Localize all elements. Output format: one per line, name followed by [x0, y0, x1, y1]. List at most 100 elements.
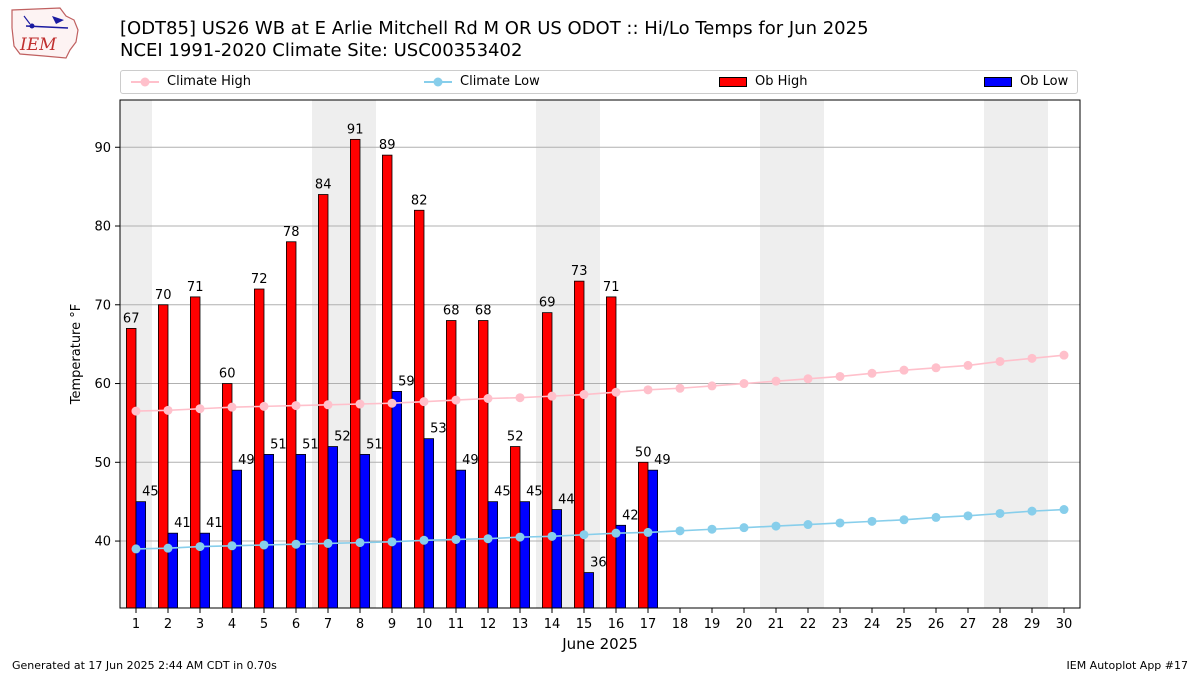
x-tick-label-23: 23 [832, 617, 849, 632]
iem-logo: IEM [11, 7, 79, 59]
climate-low-point-day-21 [771, 521, 781, 531]
ob-high-label-day-15: 73 [571, 264, 588, 279]
ob-low-label-day-11: 49 [462, 453, 479, 468]
climate-high-point-day-30 [1059, 350, 1069, 360]
climate-high-line [135, 354, 1065, 412]
climate-low-point-day-20 [739, 523, 749, 533]
ob-low-label-day-8: 51 [366, 437, 383, 452]
x-tick-label-25: 25 [896, 617, 913, 632]
climate-high-point-day-26 [931, 363, 941, 373]
ob-low-label-day-6: 51 [302, 437, 319, 452]
climate-high-swatch [131, 77, 159, 86]
ob-high-label-day-3: 71 [187, 280, 204, 295]
ob-high-bar-day-16 [606, 296, 617, 608]
footer-app-id: IEM Autoplot App #17 [1066, 659, 1189, 672]
y-tick-label-80: 80 [94, 220, 111, 235]
x-tick-label-4: 4 [228, 617, 236, 632]
ob-high-bar-day-9 [381, 154, 393, 608]
ob-high-label-day-9: 89 [379, 138, 396, 153]
ob-high-label-day-10: 82 [411, 193, 428, 208]
ob-high-bar-day-4 [221, 383, 233, 608]
climate-low-point-day-16 [611, 528, 621, 538]
ob-low-bar-day-16 [615, 524, 627, 608]
climate-high-point-day-2 [163, 405, 173, 415]
ob-low-bar-day-8 [359, 454, 371, 608]
x-tick-label-3: 3 [196, 617, 204, 632]
ob-low-label-day-12: 45 [494, 485, 511, 500]
chart-title: [ODT85] US26 WB at E Arlie Mitchell Rd M… [120, 18, 869, 62]
ob-high-label-day-5: 72 [251, 272, 268, 287]
legend: Climate High Climate Low Ob High Ob Low [120, 70, 1078, 94]
ob-high-bar-day-15 [574, 280, 585, 608]
climate-high-point-day-3 [195, 404, 205, 414]
climate-high-point-day-8 [355, 399, 365, 409]
ob-high-bar-day-5 [253, 288, 265, 608]
x-tick-label-9: 9 [388, 617, 396, 632]
x-tick-label-11: 11 [448, 617, 465, 632]
climate-low-point-day-25 [899, 515, 909, 525]
ob-low-bar-day-6 [295, 454, 307, 608]
climate-high-point-day-28 [995, 356, 1005, 366]
climate-high-point-day-22 [803, 374, 813, 384]
climate-high-point-day-5 [259, 401, 269, 411]
ob-high-label-day-7: 84 [315, 178, 332, 193]
climate-low-point-day-28 [995, 508, 1005, 518]
ob-high-label-day-14: 69 [539, 296, 556, 311]
climate-high-point-day-23 [835, 371, 845, 381]
climate-low-point-day-18 [675, 526, 685, 536]
ob-low-label-day-13: 45 [526, 485, 543, 500]
climate-high-point-day-29 [1027, 353, 1037, 363]
ob-low-label-day-9: 59 [398, 374, 415, 389]
x-tick-label-29: 29 [1024, 617, 1041, 632]
ob-low-bar-day-1 [135, 501, 147, 608]
ob-high-label-day-1: 67 [123, 311, 140, 326]
climate-high-point-day-1 [131, 406, 141, 416]
climate-low-point-day-27 [963, 511, 973, 521]
ob-low-bar-day-5 [263, 454, 275, 608]
climate-high-point-day-9 [387, 398, 397, 408]
climate-low-point-day-4 [227, 541, 237, 551]
ob-low-label-day-5: 51 [270, 437, 287, 452]
y-tick-label-70: 70 [94, 298, 111, 313]
legend-label-ob-low: Ob Low [1020, 74, 1069, 89]
ob-low-bar-day-13 [519, 501, 531, 608]
weekend-shade-day-22 [792, 100, 824, 608]
x-tick-label-12: 12 [480, 617, 497, 632]
ob-high-swatch [719, 76, 747, 87]
climate-low-point-day-7 [323, 538, 333, 548]
y-tick-label-60: 60 [94, 377, 111, 392]
ob-low-swatch [984, 76, 1012, 87]
x-tick-label-30: 30 [1056, 617, 1073, 632]
x-tick-label-21: 21 [768, 617, 785, 632]
y-axis-label: Temperature °F [69, 304, 84, 405]
climate-low-point-day-26 [931, 512, 941, 522]
ob-high-label-day-13: 52 [507, 430, 524, 445]
ob-high-bar-day-3 [189, 296, 201, 608]
legend-item-ob-high: Ob High [719, 74, 808, 89]
ob-low-label-day-14: 44 [558, 493, 575, 508]
climate-high-point-day-20 [739, 379, 749, 389]
climate-high-point-day-7 [323, 400, 333, 410]
climate-high-point-day-19 [707, 381, 717, 391]
x-tick-label-24: 24 [864, 617, 881, 632]
climate-low-point-day-19 [707, 524, 717, 534]
ob-high-label-day-8: 91 [347, 122, 364, 137]
y-tick-label-90: 90 [94, 141, 111, 156]
x-tick-label-15: 15 [576, 617, 593, 632]
x-tick-label-6: 6 [292, 617, 300, 632]
climate-high-point-day-13 [515, 393, 525, 403]
ob-high-bar-day-10 [413, 209, 425, 608]
ob-high-label-day-11: 68 [443, 304, 460, 319]
ob-low-label-day-4: 49 [238, 453, 255, 468]
plot-frame [119, 99, 1081, 609]
ob-low-label-day-17: 49 [654, 453, 671, 468]
ob-low-bar-day-4 [231, 469, 243, 608]
y-tick-label-40: 40 [94, 535, 111, 550]
ob-low-bar-day-10 [423, 438, 435, 608]
ob-low-bar-day-7 [327, 446, 339, 608]
climate-high-point-day-16 [611, 387, 621, 397]
x-tick-label-26: 26 [928, 617, 945, 632]
ob-high-bar-day-1 [126, 328, 137, 608]
x-tick-label-18: 18 [672, 617, 689, 632]
climate-low-point-day-10 [419, 535, 429, 545]
